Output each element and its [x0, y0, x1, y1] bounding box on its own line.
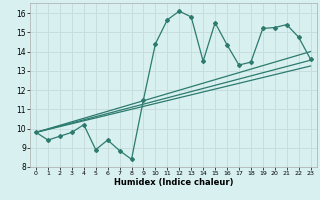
X-axis label: Humidex (Indice chaleur): Humidex (Indice chaleur): [114, 178, 233, 187]
